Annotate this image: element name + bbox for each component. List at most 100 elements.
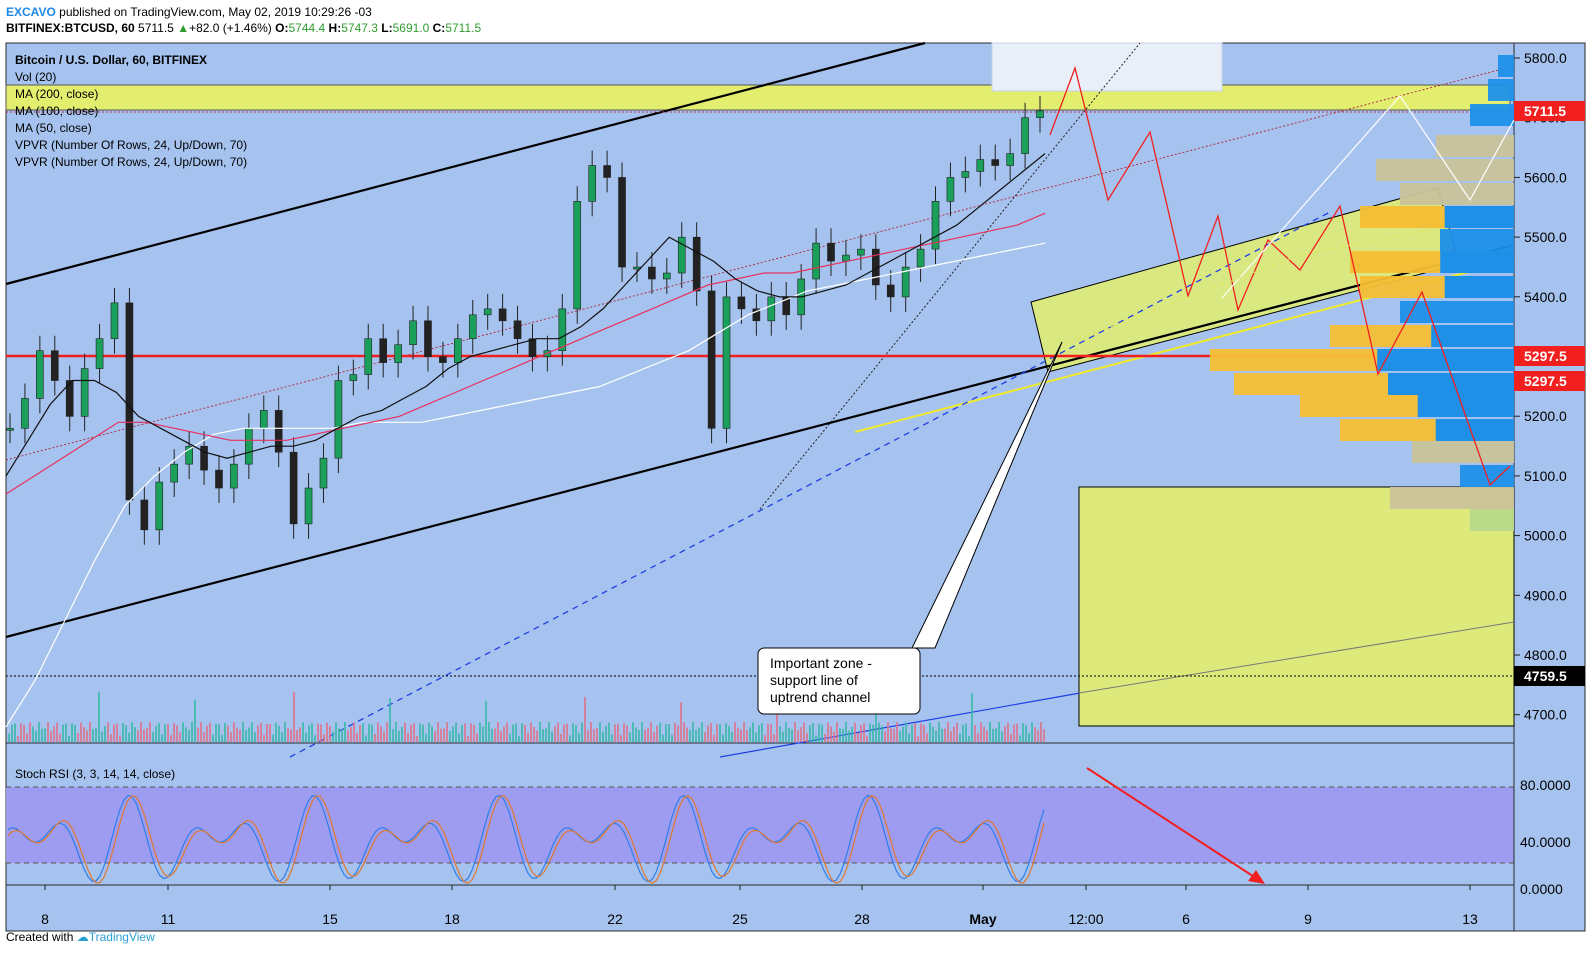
volume-bar (101, 731, 103, 742)
volume-bar (596, 727, 598, 742)
volume-bar (35, 730, 37, 742)
volume-bar (779, 725, 781, 742)
volume-bar (440, 728, 442, 742)
time-axis[interactable] (5, 884, 1515, 932)
volume-bar (911, 724, 913, 742)
candle-body (498, 308, 507, 322)
volume-bar (407, 733, 409, 742)
volume-bar (941, 728, 943, 742)
volume-bar (239, 729, 241, 742)
price-axis[interactable] (1513, 42, 1586, 932)
volume-bar (986, 730, 988, 742)
volume-bar (434, 731, 436, 742)
lower-zone (1078, 486, 1515, 727)
volume-bar (449, 730, 451, 742)
volume-bar (455, 722, 457, 742)
low-value: 5691.0 (392, 21, 430, 35)
volume-bar (206, 725, 208, 742)
volume-bars (8, 692, 1045, 742)
time-tick-label: 11 (161, 911, 176, 927)
volume-bar (380, 726, 382, 742)
volume-bar (14, 723, 16, 742)
tradingview-logo-icon: ☁ (76, 930, 89, 944)
volume-bar (938, 722, 940, 742)
volume-bar (425, 733, 427, 742)
volume-profile-row (1498, 55, 1514, 77)
volume-bar (1040, 722, 1042, 742)
author-name[interactable]: EXCAVO (6, 5, 56, 19)
volume-bar (881, 726, 883, 742)
volume-bar (983, 726, 985, 742)
volume-bar (140, 722, 142, 742)
volume-bar (1043, 729, 1045, 742)
volume-bar (662, 734, 664, 742)
volume-bar (944, 728, 946, 742)
candle-body (304, 487, 313, 525)
candle-body (677, 236, 686, 274)
footer-brand[interactable]: TradingView (88, 930, 155, 944)
volume-bar (275, 722, 277, 742)
volume-bar (869, 723, 871, 742)
volume-bar (344, 722, 346, 742)
annotation-line-3: uptrend channel (770, 689, 870, 705)
price-tick-label: 4800.0 (1524, 647, 1567, 663)
volume-bar (53, 726, 55, 742)
volume-bar (500, 731, 502, 742)
candle-body (409, 320, 417, 345)
volume-bar (398, 730, 400, 742)
candle-body (618, 177, 626, 268)
close-label: C: (432, 21, 446, 35)
volume-bar (38, 722, 40, 742)
volume-bar (878, 722, 880, 742)
candle-body (558, 308, 567, 351)
volume-bar (602, 731, 604, 742)
high-label: H: (328, 21, 342, 35)
rsi-band (6, 787, 1514, 863)
volume-bar (242, 722, 244, 742)
candle-body (752, 308, 761, 322)
candle-body (215, 469, 223, 489)
volume-bar (203, 732, 205, 742)
volume-bar (593, 729, 595, 742)
volume-bar (230, 732, 232, 742)
volume-bar (728, 725, 730, 742)
volume-bar (683, 722, 685, 742)
volume-bar (182, 722, 184, 742)
candle-body (588, 165, 596, 202)
volume-bar (56, 722, 58, 742)
close-value: 5711.5 (445, 21, 482, 35)
price-tick-label: 5000.0 (1524, 528, 1567, 544)
volume-bar (566, 723, 568, 742)
projection-red-path (1049, 65, 1511, 487)
candle-body (185, 445, 193, 465)
volume-bar (452, 726, 454, 742)
volume-bar (1028, 732, 1030, 742)
volume-bar (611, 734, 613, 742)
time-tick-label: 25 (732, 911, 748, 927)
volume-bar (281, 731, 283, 742)
annotation-box[interactable] (757, 647, 921, 715)
volume-bar (326, 722, 328, 742)
volume-bar (476, 733, 478, 742)
volume-bar (422, 724, 424, 742)
volume-bar (635, 727, 637, 742)
volume-bar (509, 733, 511, 742)
volume-bar (305, 732, 307, 742)
volume-bar (95, 728, 97, 742)
candle-body (230, 463, 238, 489)
volume-profile-row-up (1440, 251, 1514, 273)
volume-bar (461, 724, 463, 742)
volume-bar (998, 722, 1000, 742)
volume-bar (914, 723, 916, 742)
symbol-label: BITFINEX:BTCUSD, 60 (6, 21, 135, 35)
volume-bar (260, 723, 262, 742)
candle-body (155, 481, 164, 531)
volume-bar (599, 722, 601, 742)
volume-bar (749, 727, 751, 742)
candle-body (842, 254, 850, 262)
annotation-line-1: Important zone - (770, 655, 872, 671)
volume-profile-row-up (1444, 206, 1514, 228)
volume-bar (929, 722, 931, 742)
volume-bar (1019, 735, 1021, 742)
